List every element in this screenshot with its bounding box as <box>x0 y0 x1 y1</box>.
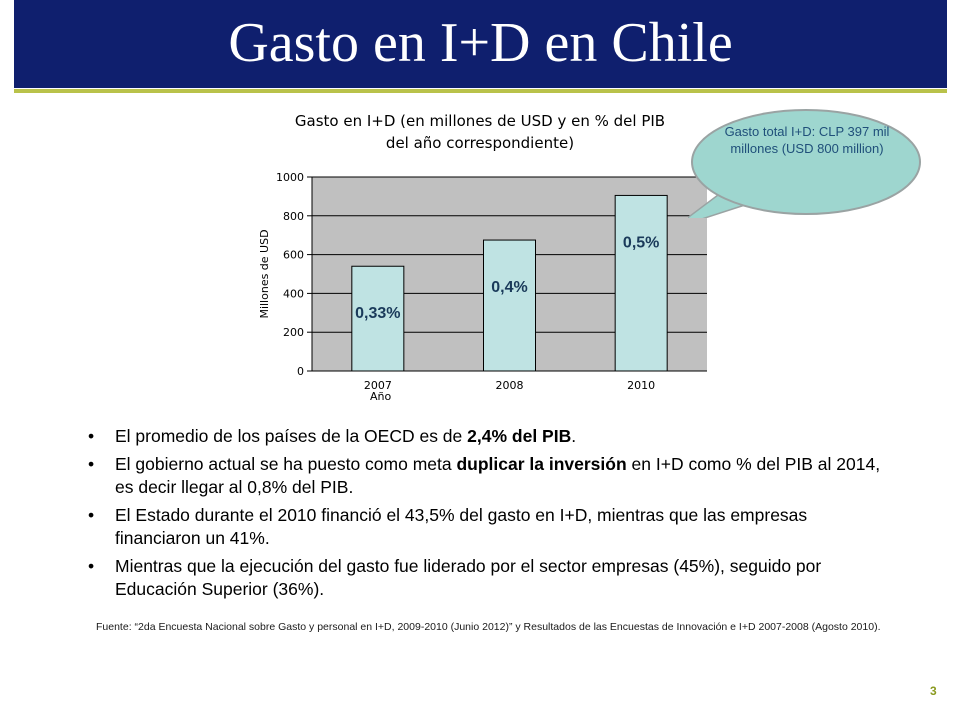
bar-2008 <box>483 239 536 372</box>
chart-title-line-2: del año correspondiente) <box>385 134 575 152</box>
y-tick-label: 400 <box>283 287 304 300</box>
bar-2007 <box>351 265 405 372</box>
y-tick-label: 0 <box>297 365 304 378</box>
page-number: 3 <box>930 684 937 698</box>
bullet-item: Mientras que la ejecución del gasto fue … <box>88 555 888 601</box>
chart-title: Gasto en I+D (en millones de USD y en % … <box>270 110 690 154</box>
callout-text: Gasto total I+D: CLP 397 mil millones (U… <box>724 124 890 156</box>
slide-title: Gasto en I+D en Chile <box>228 12 733 74</box>
bar-data-label: 0,33% <box>355 305 400 322</box>
bar-data-label: 0,5% <box>623 234 659 251</box>
x-tick-labels: 2007 2008 2010 <box>364 379 655 392</box>
bar-chart: 0 200 400 600 800 1000 0,33% 0,4% 0,5% 2007 2008… <box>258 171 707 403</box>
y-axis-label: Millones de USD <box>258 229 271 318</box>
x-tick-label: 2010 <box>627 379 655 392</box>
chart-title-line-1: Gasto en I+D (en millones de USD y en % … <box>294 112 666 130</box>
title-background: Gasto en I+D en Chile <box>14 0 947 88</box>
x-axis-label: Año <box>370 390 391 403</box>
title-rule <box>14 89 947 93</box>
y-tick-label: 200 <box>283 326 304 339</box>
y-tick-label: 800 <box>283 210 304 223</box>
y-tick-label: 1000 <box>276 171 304 184</box>
x-tick-label: 2008 <box>496 379 524 392</box>
y-tick-label: 600 <box>283 249 304 262</box>
bullet-item: El gobierno actual se ha puesto como met… <box>88 453 888 499</box>
callout-ellipse <box>691 109 921 215</box>
title-bar: Gasto en I+D en Chile <box>0 0 960 88</box>
bullet-item: El Estado durante el 2010 financió el 43… <box>88 504 888 550</box>
bullet-item: El promedio de los países de la OECD es … <box>88 425 888 448</box>
source-note: Fuente: “2da Encuesta Nacional sobre Gas… <box>96 621 881 633</box>
bars: 0,33% 0,4% 0,5% <box>351 194 668 372</box>
bar-2010 <box>614 194 668 372</box>
y-tick-labels: 0 200 400 600 800 1000 <box>276 171 304 378</box>
x-tick-label: 2007 <box>364 379 392 392</box>
bar-data-label: 0,4% <box>491 279 527 296</box>
callout-bubble <box>688 109 921 218</box>
bullet-list: El promedio de los países de la OECD es … <box>88 425 888 606</box>
